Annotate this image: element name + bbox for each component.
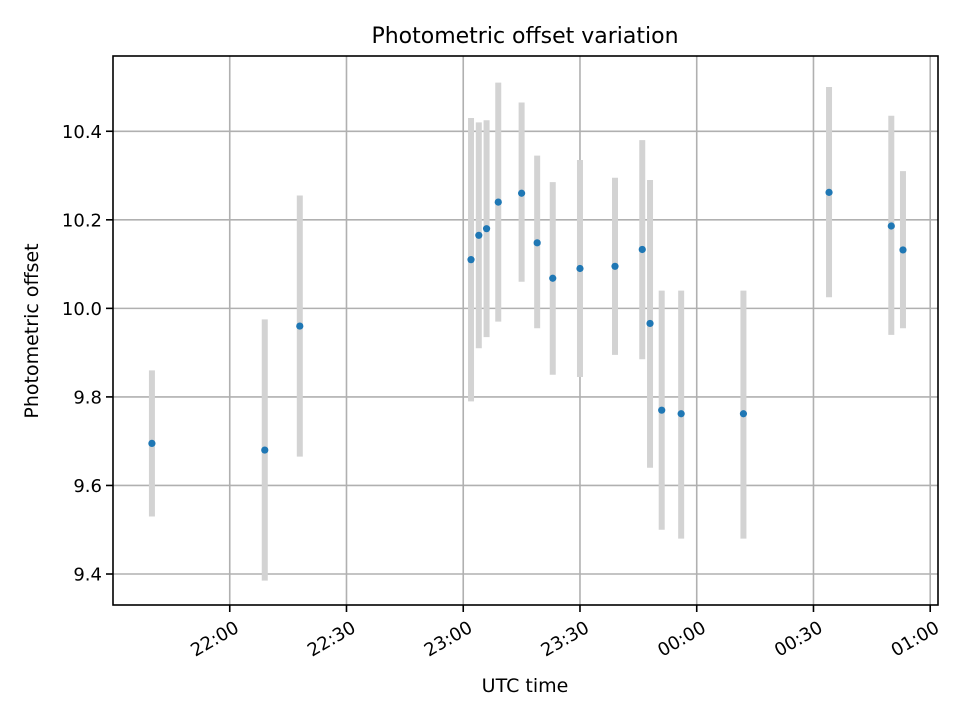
data-point: [611, 262, 619, 270]
x-tick-label: 00:30: [771, 617, 826, 661]
y-tick-label: 10.0: [62, 299, 102, 320]
y-tick-label: 10.4: [62, 122, 102, 143]
axis-ticks: 22:00 22:30 23:00 23:30 00:00 00:30 01:00 9.4 9.…: [62, 122, 943, 662]
y-axis-label: Photometric offset: [21, 243, 43, 418]
x-tick-label: 23:30: [537, 617, 592, 661]
x-tick-label: 22:30: [304, 617, 359, 661]
data-point: [148, 439, 156, 447]
data-point: [494, 198, 502, 206]
data-point: [646, 319, 654, 328]
x-tick-label: 00:00: [654, 617, 709, 661]
chart-title: Photometric offset variation: [371, 24, 678, 49]
data-point: [658, 406, 666, 414]
data-point: [467, 256, 475, 264]
data-point: [825, 188, 833, 196]
data-point: [887, 222, 895, 230]
data-point: [549, 274, 557, 282]
x-tick-label: 23:00: [421, 617, 476, 661]
y-tick-label: 10.2: [62, 210, 102, 231]
plot-frame: [112, 55, 939, 606]
data-point: [638, 245, 646, 254]
y-tick-label: 9.4: [73, 565, 102, 586]
data-point: [576, 264, 584, 273]
data-points: [148, 188, 907, 454]
data-point: [739, 410, 748, 418]
data-point: [296, 322, 304, 330]
error-bars: [148, 82, 906, 581]
grid-lines: [113, 56, 938, 605]
data-point: [518, 189, 526, 197]
x-tick-label: 22:00: [187, 617, 242, 661]
data-point: [261, 446, 269, 454]
data-point: [475, 231, 483, 239]
x-tick-label: 01:00: [888, 617, 943, 661]
data-point: [533, 239, 541, 247]
data-point: [677, 410, 685, 418]
y-tick-label: 9.8: [73, 387, 102, 408]
data-point: [482, 225, 491, 233]
y-tick-label: 9.6: [73, 476, 102, 497]
data-point: [899, 246, 907, 254]
x-axis-label: UTC time: [482, 675, 569, 697]
